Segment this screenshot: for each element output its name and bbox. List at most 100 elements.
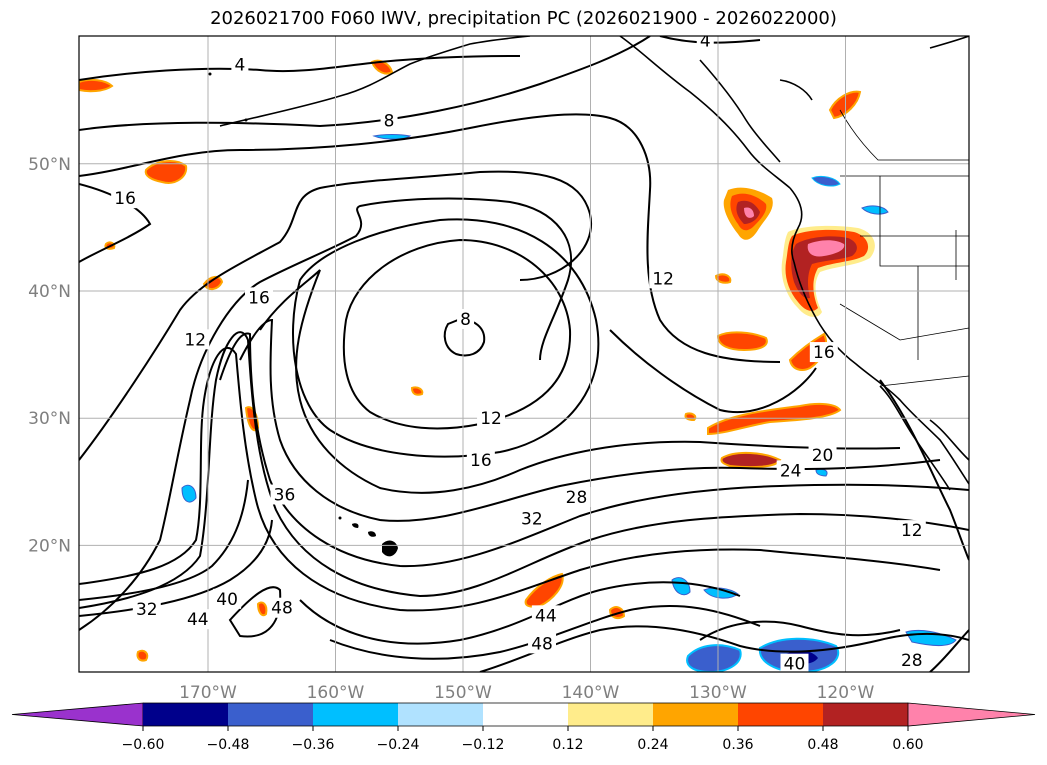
lon-tick-label: 140°W [562, 683, 620, 703]
coast-gulf-of-alaska [619, 36, 791, 189]
precip-patch-small-2 [684, 412, 697, 422]
coast-alaska-panhandle [699, 59, 781, 163]
iwv-contour-16-west [79, 197, 573, 631]
border-alaska-canada [839, 109, 969, 161]
iwv-contour-12-west [79, 170, 593, 461]
colorbar-tick-label: 0.60 [892, 737, 923, 753]
contour-label-halo [809, 342, 838, 363]
contour-label-halo [776, 460, 805, 481]
contour-label: 48 [531, 634, 553, 654]
coastlines [219, 36, 969, 491]
island-small-2 [208, 72, 212, 76]
lon-tick-label: 170°W [179, 683, 237, 703]
precip-patch-alaska [370, 59, 394, 75]
colorbar-band [228, 703, 313, 726]
iwv-contour-16-northwest [79, 183, 152, 263]
colorbar-tick-label: 0.24 [637, 737, 668, 753]
island-maui [368, 531, 376, 537]
contour-label: 16 [813, 343, 835, 363]
precip-neg-bc [811, 175, 841, 187]
contour-label: 20 [812, 446, 834, 466]
contour-label-halo [531, 605, 560, 626]
iwv-contour-20-trough [259, 269, 901, 494]
colorbar-tick-label: 0.12 [552, 737, 583, 753]
border-us-mexico [879, 375, 969, 387]
contour-label: 4 [700, 31, 711, 51]
colorbar: −0.60 −0.48 −0.36 −0.24 −0.12 0.12 0.24 0.36 0.4… [11, 702, 1036, 753]
lon-tick-label: 130°W [689, 683, 747, 703]
contour-label-halo [562, 487, 591, 508]
colorbar-band [738, 703, 823, 726]
graticule [79, 36, 969, 672]
contour-label-halo [231, 54, 249, 75]
contour-label-halo [696, 36, 714, 51]
iwv-contour-40-southeast [699, 620, 901, 641]
iwv-contour-16-east [609, 329, 817, 413]
political-borders [839, 109, 969, 387]
contour-label-halo [477, 408, 506, 429]
colorbar-tick-label: 0.48 [807, 737, 838, 753]
iwv-contour-16-ring [292, 218, 600, 458]
contour-label: 36 [274, 486, 296, 506]
colorbar-band [568, 703, 653, 726]
iwv-contour-8-north [79, 36, 651, 131]
contour-label-halo [380, 110, 398, 131]
colorbar-extend-high [907, 702, 1036, 727]
contour-label: 12 [184, 330, 206, 350]
islands [208, 72, 398, 557]
contour-label-halo [517, 508, 546, 529]
iwv-contour-40 [79, 479, 249, 601]
precip-patch-small-4 [136, 649, 149, 662]
contour-label: 8 [460, 310, 471, 330]
precip-patch-oregon-offshore [716, 331, 768, 352]
colorbar-band [143, 703, 228, 726]
lat-tick-label: 30°N [28, 409, 71, 429]
coast-us-west [793, 261, 969, 485]
map-frame [78, 35, 970, 673]
iwv-contour-28-southeast [929, 629, 969, 672]
contour-label: 32 [521, 510, 543, 530]
lon-tick-label: 160°W [307, 683, 365, 703]
contour-label: 8 [384, 112, 395, 132]
contour-label: 28 [901, 651, 923, 671]
contour-label-halo [649, 268, 678, 289]
coast-british-columbia [789, 187, 803, 263]
contour-label: 16 [470, 451, 492, 471]
contour-label: 48 [271, 599, 293, 619]
contour-label: 16 [114, 189, 136, 209]
iwv-contours [79, 36, 969, 672]
contour-label-halo [808, 445, 837, 466]
colorbar-tick-label: −0.60 [122, 737, 165, 753]
map-title: 2026021700 F060 IWV, precipitation PC (2… [210, 8, 837, 29]
iwv-contour-8-low-center [443, 318, 486, 357]
iwv-contour-36 [79, 347, 941, 612]
contour-label-halo [897, 649, 926, 670]
colorbar-band [313, 703, 398, 726]
lat-tick-label: 50°N [28, 155, 71, 175]
lon-tick-label: 150°W [434, 683, 492, 703]
lon-axis-labels: 170°W 160°W 150°W 140°W 130°W 120°W [179, 683, 874, 703]
contour-label: 28 [566, 488, 588, 508]
contour-label: 40 [784, 655, 806, 675]
contour-label-halo [267, 597, 296, 618]
colorbar-outline [143, 702, 908, 727]
contour-label: 12 [652, 269, 674, 289]
colorbar-band [823, 703, 908, 726]
precip-patch-hawaii-north [410, 386, 424, 396]
iwv-contour-44-south [329, 605, 761, 660]
colorbar-tick-label: −0.24 [377, 737, 420, 753]
coast-southeast-alaska-islands [779, 36, 969, 101]
iwv-contour-48-west [228, 586, 282, 638]
contour-label-halo [132, 599, 161, 619]
precip-neg-north [372, 134, 412, 140]
contour-label: 4 [234, 56, 245, 76]
colorbar-band [398, 703, 483, 726]
lat-axis-labels: 20°N 30°N 40°N 50°N [28, 155, 71, 557]
colorbar-band [483, 703, 568, 726]
contour-label-halo [270, 484, 299, 505]
iwv-contour-12-outer [79, 113, 781, 363]
contour-label: 44 [535, 606, 557, 626]
contour-label-halo [466, 450, 495, 471]
